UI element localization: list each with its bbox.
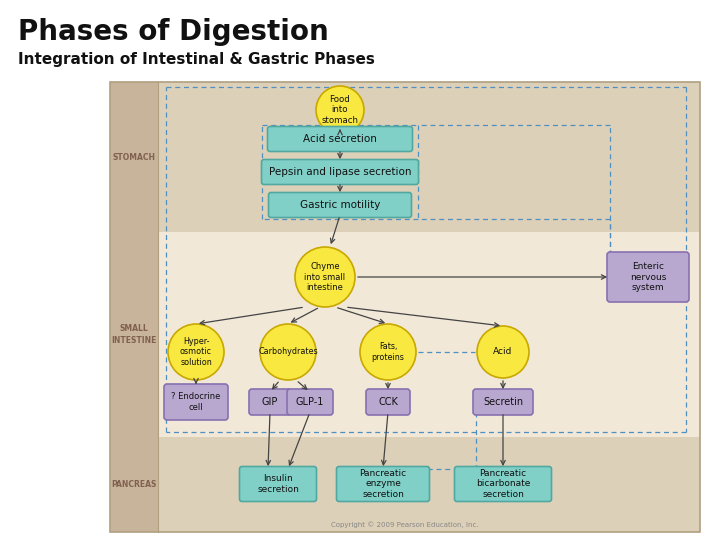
Text: Pancreatic
enzyme
secretion: Pancreatic enzyme secretion	[359, 469, 407, 499]
Circle shape	[260, 324, 316, 380]
FancyBboxPatch shape	[249, 389, 291, 415]
FancyBboxPatch shape	[261, 159, 418, 185]
FancyBboxPatch shape	[473, 389, 533, 415]
FancyBboxPatch shape	[366, 389, 410, 415]
Text: GLP-1: GLP-1	[296, 397, 324, 407]
Text: GIP: GIP	[262, 397, 278, 407]
Circle shape	[168, 324, 224, 380]
Text: Acid: Acid	[493, 348, 513, 356]
Text: Hyper-
osmotic
solution: Hyper- osmotic solution	[180, 337, 212, 367]
FancyBboxPatch shape	[336, 467, 430, 502]
Text: Enteric
nervous
system: Enteric nervous system	[630, 262, 666, 292]
Text: PANCREAS: PANCREAS	[112, 480, 157, 489]
Text: Phases of Digestion: Phases of Digestion	[18, 18, 329, 46]
Text: Carbohydrates: Carbohydrates	[258, 348, 318, 356]
Text: ? Endocrine
cell: ? Endocrine cell	[171, 392, 221, 411]
Bar	[110, 82, 158, 532]
Text: SMALL
INTESTINE: SMALL INTESTINE	[112, 325, 157, 345]
FancyBboxPatch shape	[454, 467, 552, 502]
Circle shape	[295, 247, 355, 307]
FancyBboxPatch shape	[240, 467, 317, 502]
Text: Pepsin and lipase secretion: Pepsin and lipase secretion	[269, 167, 411, 177]
Text: Fats,
proteins: Fats, proteins	[372, 342, 405, 362]
Bar	[110, 82, 700, 532]
Text: Food
into
stomach: Food into stomach	[322, 95, 359, 125]
Text: Pancreatic
bicarbonate
secretion: Pancreatic bicarbonate secretion	[476, 469, 530, 499]
Bar	[110, 232, 700, 437]
Text: Copyright © 2009 Pearson Education, Inc.: Copyright © 2009 Pearson Education, Inc.	[331, 521, 479, 528]
Text: Chyme
into small
intestine: Chyme into small intestine	[305, 262, 346, 292]
FancyBboxPatch shape	[607, 252, 689, 302]
Circle shape	[316, 86, 364, 134]
FancyBboxPatch shape	[269, 192, 412, 218]
Text: CCK: CCK	[378, 397, 398, 407]
Text: Acid secretion: Acid secretion	[303, 134, 377, 144]
Text: STOMACH: STOMACH	[112, 152, 156, 161]
Text: Insulin
secretion: Insulin secretion	[257, 474, 299, 494]
Text: Gastric motility: Gastric motility	[300, 200, 380, 210]
Text: Secretin: Secretin	[483, 397, 523, 407]
FancyBboxPatch shape	[287, 389, 333, 415]
Text: Integration of Intestinal & Gastric Phases: Integration of Intestinal & Gastric Phas…	[18, 52, 375, 67]
Circle shape	[477, 326, 529, 378]
Bar	[110, 82, 700, 232]
Bar	[110, 437, 700, 532]
Circle shape	[360, 324, 416, 380]
FancyBboxPatch shape	[268, 126, 413, 152]
FancyBboxPatch shape	[164, 384, 228, 420]
